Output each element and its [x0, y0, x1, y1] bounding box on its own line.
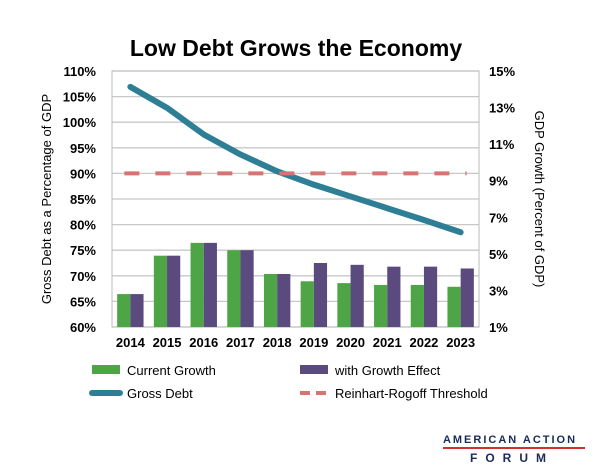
bar-current-growth	[263, 273, 278, 327]
legend-label: Reinhart-Rogoff Threshold	[335, 386, 488, 401]
x-tick: 2017	[226, 335, 255, 350]
logo-line1: AMERICAN ACTION	[443, 434, 577, 446]
y-tick-left: 65%	[70, 294, 96, 309]
bar-current-growth	[447, 286, 461, 327]
bar-growth-effect	[240, 250, 254, 327]
y-tick-left: 75%	[70, 243, 96, 258]
bar-current-growth	[410, 284, 424, 327]
y-tick-right: 13%	[489, 101, 515, 116]
plot-border	[111, 70, 480, 328]
y-axis-right-label: GDP Growth (Percent of GDP)	[532, 111, 547, 288]
x-tick: 2022	[409, 335, 438, 350]
y-tick-right: 1%	[489, 320, 508, 335]
x-tick: 2018	[263, 335, 292, 350]
bar-growth-effect	[460, 268, 474, 327]
y-tick-right: 15%	[489, 64, 515, 79]
bar-growth-effect	[203, 242, 217, 327]
bar-current-growth	[190, 242, 204, 327]
y-tick-right: 9%	[489, 174, 508, 189]
gross-debt-line	[127, 83, 464, 236]
bar-current-growth	[300, 281, 314, 327]
x-tick: 2021	[373, 335, 402, 350]
y-tick-left: 95%	[70, 141, 96, 156]
aaf-logo: AMERICAN ACTION FORUM	[443, 434, 585, 465]
x-tick: 2015	[153, 335, 182, 350]
bar-current-growth	[374, 284, 388, 327]
legend-label: Gross Debt	[127, 386, 193, 401]
y-axis-left-label: Gross Debt as a Percentage of GDP	[39, 94, 54, 304]
y-tick-right: 5%	[489, 247, 508, 262]
x-tick: 2014	[116, 335, 146, 350]
chart-title: Low Debt Grows the Economy	[130, 35, 462, 61]
x-tick: 2016	[189, 335, 218, 350]
bar-current-growth	[117, 294, 131, 327]
bar-growth-effect	[350, 264, 364, 327]
y-tick-right: 3%	[489, 283, 508, 298]
y-tick-left: 90%	[70, 166, 96, 181]
y-tick-left: 100%	[63, 115, 97, 130]
legend-swatch	[92, 365, 120, 374]
logo-rule	[443, 447, 585, 449]
y-tick-left: 60%	[70, 320, 96, 335]
legend-label: with Growth Effect	[334, 363, 441, 378]
bar-growth-effect	[313, 263, 328, 327]
y-tick-left: 85%	[70, 192, 96, 207]
y-tick-right: 11%	[489, 137, 515, 152]
bar-growth-effect	[277, 273, 291, 327]
bar-growth-effect	[423, 266, 438, 327]
x-tick: 2019	[299, 335, 328, 350]
bar-current-growth	[227, 250, 241, 327]
bar-current-growth	[337, 283, 351, 327]
bar-current-growth	[153, 255, 168, 327]
legend-label: Current Growth	[127, 363, 216, 378]
y-tick-right: 7%	[489, 210, 508, 225]
x-tick: 2023	[446, 335, 475, 350]
bar-growth-effect	[387, 266, 401, 327]
y-tick-left: 110%	[63, 64, 96, 79]
x-tick: 2020	[336, 335, 365, 350]
y-tick-left: 105%	[63, 90, 97, 105]
legend-swatch	[300, 365, 328, 374]
bar-growth-effect	[167, 255, 181, 327]
y-tick-left: 80%	[70, 218, 96, 233]
y-tick-left: 70%	[70, 269, 96, 284]
bar-growth-effect	[130, 294, 144, 327]
logo-line2: FORUM	[470, 451, 554, 465]
